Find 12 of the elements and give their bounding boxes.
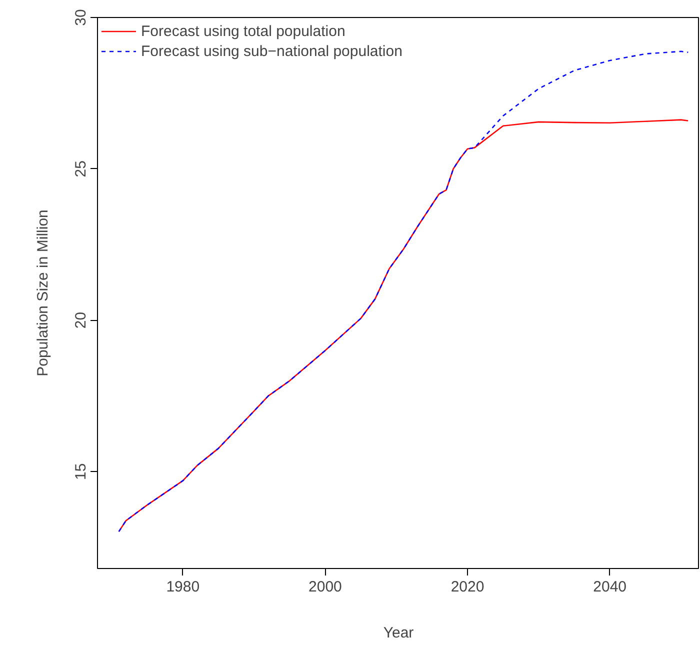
legend-label: Forecast using total population	[141, 22, 346, 40]
y-axis-title: Population Size in Million	[34, 210, 52, 376]
y-tick-label: 30	[72, 9, 90, 26]
y-tick-label: 20	[72, 312, 90, 329]
x-tick-label: 2000	[308, 578, 342, 596]
x-tick-label: 1980	[166, 578, 200, 596]
x-tick-label: 2040	[593, 578, 627, 596]
y-tick-label: 25	[72, 160, 90, 178]
x-axis-title: Year	[383, 624, 414, 642]
legend-label: Forecast using sub−national population	[141, 42, 402, 60]
x-tick-label: 2020	[450, 578, 484, 596]
y-tick-label: 15	[72, 463, 90, 480]
